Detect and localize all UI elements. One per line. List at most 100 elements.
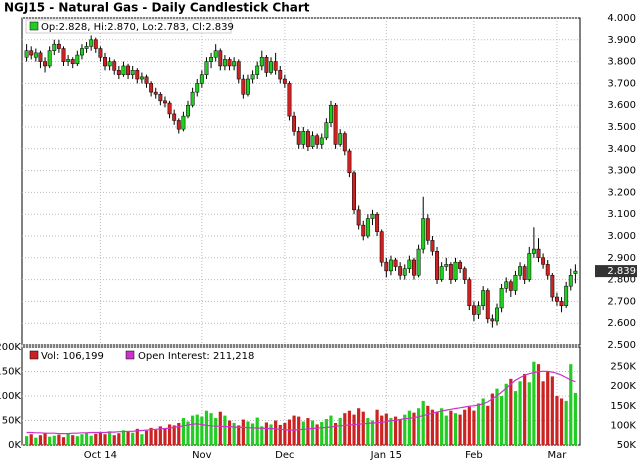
candle-body [107,61,112,67]
volume-bar [458,414,462,445]
candle-body [61,48,66,62]
candle-body [430,240,435,252]
candle-body [227,59,232,67]
y-tick-label: 4.000 [607,13,636,24]
volume-bar [191,415,195,445]
volume-bar [34,437,38,445]
volume-bar [357,408,361,445]
candle-body [232,61,237,67]
candle-body [269,61,273,73]
candle-body [425,218,430,241]
candle-body [176,120,181,130]
candle-body [384,261,389,272]
volume-bar [555,396,559,445]
candle-body [439,266,444,280]
volume-bar [103,434,107,445]
volume-bar [527,382,531,445]
volume-bar [269,424,273,445]
y-tick-label: 3.900 [607,35,636,46]
candle-body [365,218,370,237]
volume-bar [412,412,416,445]
volume-bar [140,434,144,445]
candle-body [361,224,366,237]
candle-body [338,133,343,145]
candle-body [467,279,472,307]
candle-body [356,209,361,226]
candle-body [324,122,329,139]
x-tick-label: Dec [275,450,294,461]
y-tick-label: 2.800 [607,275,636,286]
volume-bar [389,418,393,445]
candle-body [213,50,218,58]
candle-body [33,52,38,58]
candle-body [305,131,310,147]
volume-bar [84,432,89,445]
volume-bar [246,421,250,445]
candle-body [172,113,177,121]
volume-bar [287,419,292,445]
candle-body [504,281,509,289]
candle-body [222,59,227,67]
volume-bar [532,361,536,445]
open-interest-line [26,370,576,435]
volume-bar [536,364,541,445]
candle-body [310,135,315,147]
candle-body [84,46,89,49]
volume-bar [444,415,448,445]
volume-bar [80,434,84,445]
candle-body [527,253,532,280]
volume-bar [541,381,545,445]
candle-body [347,150,352,174]
candle-body [495,307,499,322]
volume-bar [144,430,149,445]
candle-body [112,61,117,71]
oi-tick-label: 50K [617,440,637,451]
volume-bar [48,436,52,445]
candle-body [282,78,287,84]
volume-bar [569,364,573,445]
candle-body [458,261,463,269]
candle-body [435,251,439,280]
volume-bar [223,415,227,445]
candle-body [541,257,546,265]
legend-text: Open Interest: 211,218 [138,351,254,362]
candle-body [29,50,34,56]
candle-body [407,259,412,269]
volume-bar [440,408,444,445]
candle-body [103,56,107,67]
candle-body [513,274,518,291]
legend-text: Vol: 106,199 [41,351,104,362]
volume-bar [89,435,93,445]
volume-bar [186,421,190,445]
candle-body [181,115,186,130]
candle-body [130,70,135,75]
volume-bar [393,416,398,445]
candle-body [573,270,578,274]
volume-bar [177,422,181,445]
candle-body [89,39,94,47]
volume-bar [255,417,259,445]
candle-body [568,274,573,287]
candle-body [559,301,564,307]
volume-bar [274,420,278,445]
candle-body [139,76,144,80]
candle-body [47,50,52,67]
volume-bar [559,398,564,445]
candle-body [218,50,223,67]
candle-body [199,74,204,84]
candle-body [471,305,476,315]
volume-bar [320,421,324,445]
candle-body [167,102,172,115]
volume-bar [29,434,33,445]
volume-bar [163,428,167,445]
candle-body [296,131,301,145]
volume-bar [52,435,56,445]
candle-body [393,259,398,267]
candle-body [412,259,416,276]
volume-bar [38,435,43,445]
volume-bar [500,396,504,445]
candle-body [126,65,131,75]
volume-bar [467,406,471,445]
y-tick-label: 3.200 [607,187,636,198]
volume-legend-box [26,349,266,362]
